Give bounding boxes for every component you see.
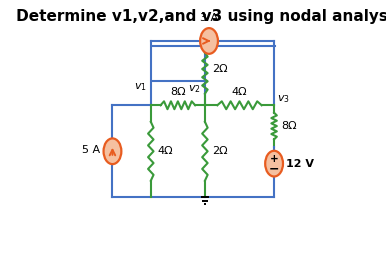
- Circle shape: [200, 28, 218, 54]
- Text: 5 A: 5 A: [82, 145, 100, 155]
- Text: 2Ω: 2Ω: [212, 146, 227, 156]
- Text: $v_1$: $v_1$: [134, 82, 147, 93]
- Text: 2.   Determine v1,v2,and v3 using nodal analysis: 2. Determine v1,v2,and v3 using nodal an…: [0, 9, 386, 24]
- Text: 8Ω: 8Ω: [281, 121, 296, 131]
- Text: 12 V: 12 V: [286, 159, 315, 169]
- Text: 4Ω: 4Ω: [157, 146, 173, 156]
- Text: 2Ω: 2Ω: [212, 64, 227, 74]
- Text: 4Ω: 4Ω: [232, 87, 247, 97]
- Text: 3 A: 3 A: [200, 13, 218, 23]
- Text: $v_2$: $v_2$: [188, 83, 201, 95]
- Text: 8Ω: 8Ω: [170, 87, 186, 97]
- Text: $v_3$: $v_3$: [277, 93, 290, 105]
- Text: −: −: [269, 162, 279, 175]
- Text: +: +: [270, 154, 278, 164]
- Circle shape: [265, 151, 283, 177]
- Circle shape: [103, 138, 121, 164]
